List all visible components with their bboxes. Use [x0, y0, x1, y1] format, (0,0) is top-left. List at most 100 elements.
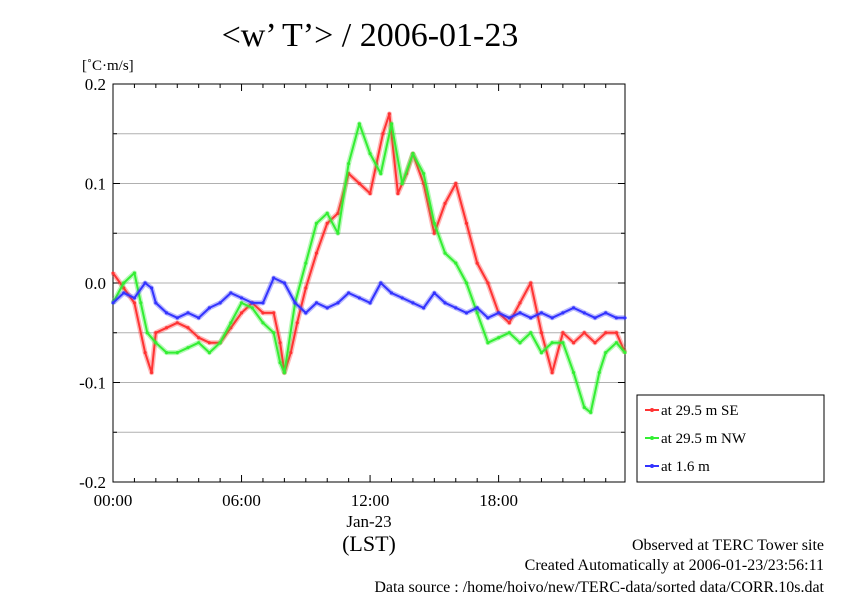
- legend: at 29.5 m SE at 29.5 m NW at 1.6 m: [636, 394, 825, 483]
- x-tick-label: 00:00: [94, 491, 133, 510]
- data-point: [239, 311, 244, 315]
- data-point: [304, 286, 308, 290]
- data-point: [143, 281, 147, 285]
- data-point: [149, 286, 154, 290]
- data-point: [454, 181, 458, 186]
- data-point: [314, 301, 319, 305]
- data-point: [432, 291, 436, 295]
- data-point: [411, 152, 415, 156]
- y-tick-label: -0.2: [79, 473, 106, 492]
- data-point: [411, 301, 415, 305]
- data-point: [336, 231, 340, 235]
- data-point: [422, 171, 426, 176]
- data-point: [347, 162, 351, 166]
- data-point: [597, 370, 601, 375]
- data-point: [400, 181, 404, 186]
- data-point: [357, 296, 361, 300]
- data-point: [593, 316, 597, 320]
- data-point: [432, 231, 436, 235]
- data-point: [518, 311, 522, 315]
- x-tick-labels: 00:00 06:00 12:00 18:00: [94, 491, 518, 510]
- data-point: [561, 341, 565, 345]
- data-point: [132, 271, 137, 275]
- data-point: [229, 326, 233, 330]
- y-tick-label: -0.1: [79, 374, 106, 393]
- data-point: [623, 316, 627, 320]
- data-point: [122, 286, 126, 290]
- data-point: [336, 211, 340, 215]
- gridlines: [113, 133, 625, 433]
- data-point: [293, 301, 297, 305]
- data-point: [278, 341, 282, 345]
- data-point: [571, 341, 576, 345]
- data-point: [229, 321, 233, 325]
- data-point: [582, 331, 586, 335]
- data-point: [486, 341, 490, 345]
- legend-box: [636, 394, 825, 483]
- data-point: [218, 301, 222, 305]
- data-point: [250, 301, 254, 305]
- footer-site-note: Observed at TERC Tower site: [632, 537, 824, 554]
- data-point: [379, 281, 383, 285]
- data-point: [507, 316, 511, 320]
- data-point: [207, 306, 212, 310]
- data-point: [164, 311, 169, 315]
- data-point: [539, 331, 544, 335]
- data-point: [261, 311, 265, 315]
- y-tick-labels: 0.2 0.1 0.0 -0.1 -0.2: [79, 75, 106, 492]
- legend-marker-nw: [650, 436, 654, 440]
- data-point: [229, 291, 233, 295]
- data-point: [507, 321, 511, 325]
- data-point: [111, 301, 115, 305]
- data-point: [507, 331, 511, 335]
- data-point: [239, 301, 244, 305]
- data-point: [175, 316, 179, 320]
- data-point: [197, 316, 201, 320]
- data-point: [368, 191, 372, 196]
- data-point: [550, 370, 554, 375]
- data-point: [132, 301, 137, 305]
- y-tick-label: 0.2: [85, 75, 106, 94]
- data-point: [432, 221, 436, 225]
- data-point: [149, 370, 154, 375]
- data-point: [164, 326, 169, 330]
- series-layer: [110, 111, 628, 415]
- data-point: [582, 405, 586, 409]
- y-tick-label: 0.1: [85, 175, 106, 194]
- data-point: [443, 301, 447, 305]
- data-point: [422, 306, 426, 310]
- series-line: [112, 112, 626, 374]
- data-point: [454, 306, 458, 310]
- data-point: [325, 211, 329, 215]
- axis-ticks: [112, 83, 625, 483]
- footer-created-note: Created Automatically at 2006-01-23/23:5…: [525, 557, 824, 574]
- data-point: [497, 311, 501, 315]
- data-point: [197, 341, 201, 345]
- data-point: [486, 316, 490, 320]
- y-tick-label: 0.0: [85, 274, 106, 293]
- footer-source-note: Data source : /home/hoivo/new/TERC-data/…: [374, 579, 824, 595]
- data-point: [197, 336, 201, 340]
- data-point: [518, 301, 522, 305]
- data-point: [154, 341, 158, 345]
- data-point: [604, 351, 608, 355]
- data-point: [218, 341, 222, 345]
- data-point: [175, 351, 179, 355]
- data-point: [368, 301, 372, 305]
- series-ground: [111, 275, 627, 321]
- data-point: [347, 291, 351, 295]
- legend-marker-se: [650, 408, 654, 412]
- data-point: [464, 281, 469, 285]
- data-point: [175, 321, 179, 325]
- data-point: [614, 341, 619, 345]
- legend-label-nw: at 29.5 m NW: [661, 431, 747, 447]
- data-point: [582, 311, 586, 315]
- data-point: [261, 301, 265, 305]
- data-point: [475, 306, 479, 310]
- data-point: [132, 296, 137, 300]
- data-point: [593, 341, 597, 345]
- data-point: [122, 281, 126, 285]
- data-point: [314, 251, 319, 255]
- data-point: [396, 191, 400, 196]
